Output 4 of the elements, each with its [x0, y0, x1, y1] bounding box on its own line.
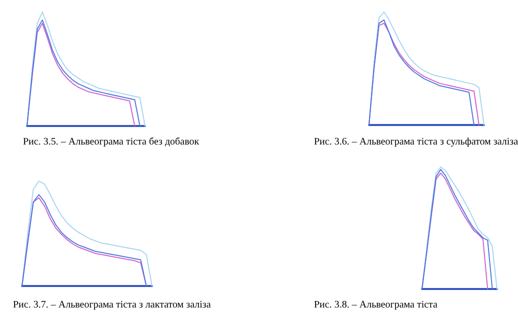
text: Рис. 3.6. – Альвеограма тіста з сульфатом заліза [314, 136, 518, 148]
text: Рис. 3.8. – Альвеограма тіста [314, 300, 438, 310]
text: Рис. 3.5. – Альвеограма тіста без добавок [23, 136, 200, 148]
text: Рис. 3.7. – Альвеограма тіста з лактатом заліза [13, 300, 212, 310]
